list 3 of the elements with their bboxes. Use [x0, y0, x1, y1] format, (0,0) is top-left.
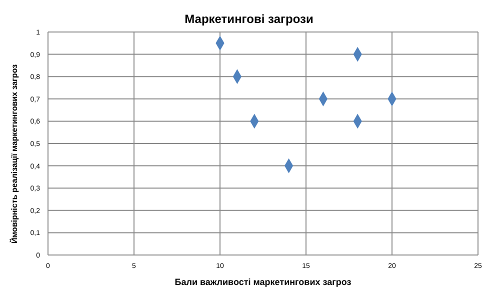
y-axis-title: Ймовірність реалізації маркетингових загроз — [8, 64, 19, 244]
chart-title: Маркетингові загрози — [184, 12, 314, 26]
x-axis-title: Бали важливості маркетингових загроз — [174, 277, 352, 287]
